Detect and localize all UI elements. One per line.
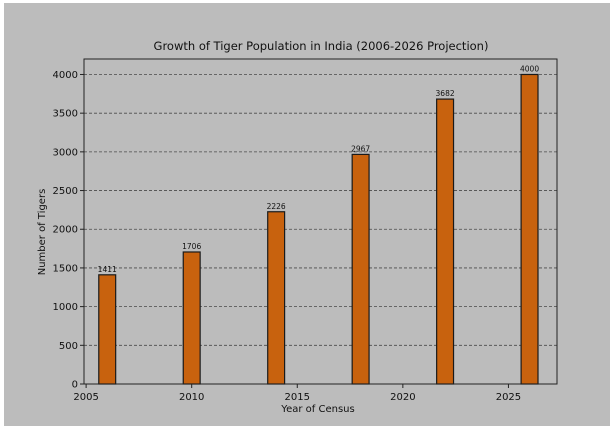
bar-value-label: 2226: [267, 202, 286, 211]
bar: [436, 98, 455, 385]
x-tick-label: 2005: [73, 392, 98, 403]
bar-value-label: 1411: [98, 265, 117, 274]
bar: [351, 153, 370, 385]
x-tick-label: 2015: [285, 392, 310, 403]
y-axis-ticks: 0 500 1000 1500 2000 2500 3000 3500 4000: [53, 70, 84, 391]
y-tick-label: 4000: [53, 70, 78, 81]
bar: [182, 251, 201, 385]
x-tick-label: 2025: [496, 392, 521, 403]
bar-value-label: 1706: [182, 242, 201, 251]
bar-value-label: 4000: [520, 64, 539, 73]
bar: [267, 211, 286, 385]
bar-labels: 1411 1706 2226 2967 3682 4000: [98, 64, 540, 273]
bar-value-label: 3682: [436, 89, 455, 98]
x-axis-title: Year of Census: [280, 404, 354, 415]
y-tick-label: 3000: [53, 147, 78, 158]
bars: [98, 73, 539, 385]
y-tick-label: 1000: [53, 302, 78, 313]
y-tick-label: 500: [59, 341, 78, 352]
y-tick-label: 3500: [53, 109, 78, 120]
plot-frame: [83, 58, 558, 385]
chart-title: Growth of Tiger Population in India (200…: [154, 39, 489, 53]
y-axis-title: Number of Tigers: [37, 189, 48, 276]
chart-figure: Growth of Tiger Population in India (200…: [4, 3, 610, 426]
y-tick-label: 0: [72, 380, 78, 391]
y-tick-label: 1500: [53, 263, 78, 274]
y-tick-label: 2500: [53, 186, 78, 197]
bar-chart: Growth of Tiger Population in India (200…: [4, 3, 610, 426]
bar: [520, 73, 539, 385]
x-tick-label: 2010: [179, 392, 204, 403]
x-axis-ticks: 2005 2010 2015 2020 2025: [73, 384, 521, 403]
bar: [98, 274, 117, 385]
y-tick-label: 2000: [53, 225, 78, 236]
x-tick-label: 2020: [390, 392, 415, 403]
bar-value-label: 2967: [351, 144, 370, 153]
